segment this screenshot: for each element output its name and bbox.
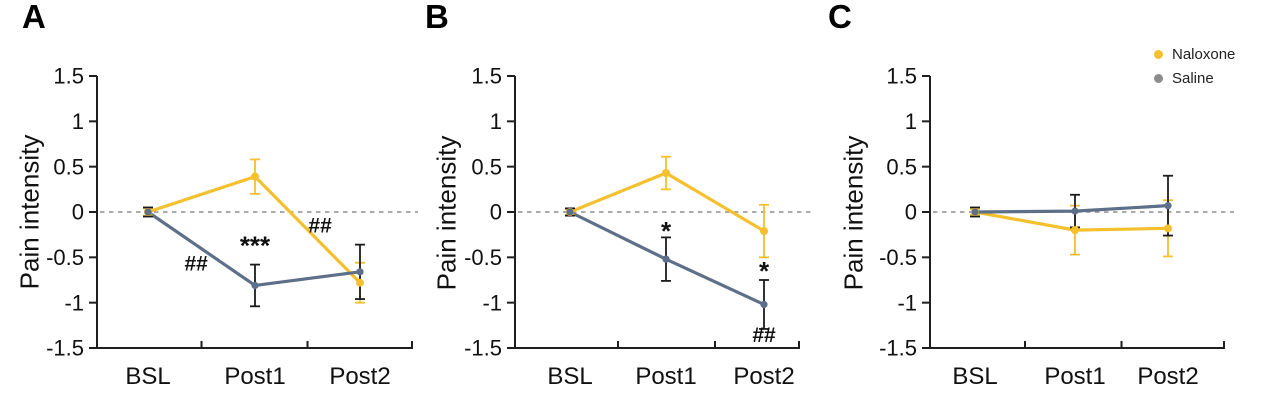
data-point-saline xyxy=(1164,202,1172,210)
data-point-naloxone xyxy=(1164,224,1172,233)
data-point-naloxone xyxy=(251,172,259,181)
y-tick-label: -1 xyxy=(64,290,84,315)
category-label: Post1 xyxy=(224,363,285,390)
y-tick-label: 0.5 xyxy=(886,154,917,179)
category-label: Post1 xyxy=(635,363,696,390)
y-tick-label: -0.5 xyxy=(46,245,84,270)
data-point-saline xyxy=(144,208,152,216)
y-tick-label: -1 xyxy=(482,290,502,315)
saline-marker-icon xyxy=(1154,74,1163,83)
y-tick-label: 0.5 xyxy=(471,154,502,179)
y-tick-label: -1 xyxy=(897,290,917,315)
category-label: Post2 xyxy=(733,363,794,390)
y-tick-label: 0.5 xyxy=(53,154,84,179)
y-tick-label: 0 xyxy=(490,200,502,225)
panel-a-plot: 1.5 1 0.5 0 -0.5 -1 -1.5 BSL Post1 Post2 ## *** ## xyxy=(46,64,418,390)
significance-annotation: ## xyxy=(184,252,208,275)
legend-item-naloxone: Naloxone xyxy=(1154,46,1235,63)
data-point-naloxone xyxy=(662,169,670,178)
data-point-naloxone xyxy=(760,227,768,236)
panel-b-letter: B xyxy=(425,0,449,35)
legend-label-saline: Saline xyxy=(1172,70,1214,87)
legend-label-naloxone: Naloxone xyxy=(1172,46,1236,63)
category-label: Post1 xyxy=(1044,363,1105,390)
significance-annotation: * xyxy=(661,216,672,246)
data-point-saline xyxy=(251,281,259,290)
category-label: BSL xyxy=(547,363,592,390)
data-point-saline xyxy=(662,255,670,263)
y-tick-label: 1 xyxy=(490,109,502,134)
y-tick-label: -0.5 xyxy=(464,245,502,270)
panel-b: B Pain intensity 1.5 1 0.5 0 -0.5 -1 -1.5 BSL Po… xyxy=(420,0,820,401)
data-point-saline xyxy=(356,268,364,276)
y-tick-label: 1.5 xyxy=(53,64,84,89)
legend: Naloxone Saline xyxy=(1154,46,1235,87)
y-tick-label: 0 xyxy=(72,200,84,225)
panel-c-plot: 1.5 1 0.5 0 -0.5 -1 -1.5 BSL Post1 Post2 xyxy=(879,64,1234,390)
category-label: Post2 xyxy=(329,363,390,390)
significance-annotation: *** xyxy=(240,230,271,260)
data-point-naloxone xyxy=(1071,226,1079,235)
category-label: Post2 xyxy=(1137,363,1198,390)
data-point-saline xyxy=(971,208,979,216)
y-tick-label: 0 xyxy=(905,200,917,225)
y-tick-label: 1.5 xyxy=(471,64,502,89)
naloxone-marker-icon xyxy=(1154,50,1163,59)
y-tick-label: -1.5 xyxy=(464,336,502,361)
y-tick-label: -1.5 xyxy=(879,336,917,361)
y-tick-label: 1 xyxy=(905,109,917,134)
panel-a: A Pain intensity 1.5 1 0.5 0 -0.5 -1 -1.5 BSL Po… xyxy=(0,0,420,401)
panel-c: C Pain intensity 1.5 1 0.5 0 -0.5 -1 -1.5 BSL Po… xyxy=(820,0,1267,401)
legend-item-saline: Saline xyxy=(1154,70,1235,87)
panel-b-plot: 1.5 1 0.5 0 -0.5 -1 -1.5 BSL Post1 Post2 * * ## xyxy=(464,64,812,390)
data-point-naloxone xyxy=(356,278,364,287)
panel-a-letter: A xyxy=(22,0,46,35)
category-label: BSL xyxy=(125,363,170,390)
y-tick-label: -1.5 xyxy=(46,336,84,361)
y-tick-label: -0.5 xyxy=(879,245,917,270)
data-point-saline xyxy=(760,300,768,309)
category-label: BSL xyxy=(952,363,997,390)
significance-annotation: ## xyxy=(752,324,776,347)
y-tick-label: 1 xyxy=(72,109,84,134)
panel-c-letter: C xyxy=(828,0,852,35)
data-point-saline xyxy=(1071,207,1079,215)
significance-annotation: ## xyxy=(308,214,332,237)
data-point-saline xyxy=(566,208,574,216)
significance-annotation: * xyxy=(759,256,770,286)
y-tick-label: 1.5 xyxy=(886,64,917,89)
